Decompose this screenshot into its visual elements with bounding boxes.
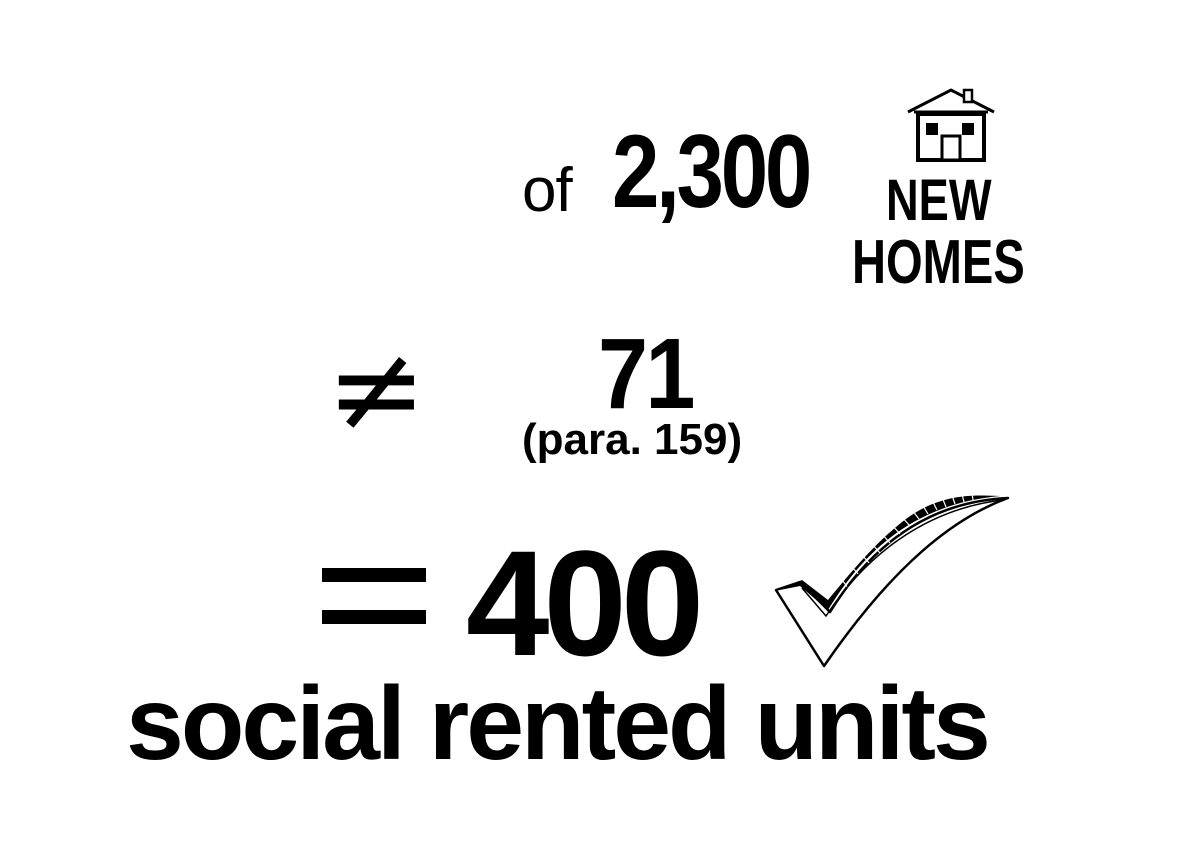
- equals-symbol: [322, 568, 426, 624]
- total-homes-number: 2,300: [612, 114, 812, 230]
- not-equal-symbol: ≠: [326, 320, 427, 459]
- of-word: of: [522, 156, 573, 225]
- social-rented-units-label: social rented units: [126, 666, 991, 782]
- house-icon: [907, 88, 995, 162]
- new-label: NEW: [886, 168, 992, 233]
- paragraph-reference: (para. 159): [522, 415, 743, 464]
- actual-units-number: 400: [466, 519, 704, 687]
- checkmark-icon: [774, 492, 1010, 668]
- claimed-units-number: 71: [598, 318, 695, 430]
- homes-label: HOMES: [852, 228, 1025, 297]
